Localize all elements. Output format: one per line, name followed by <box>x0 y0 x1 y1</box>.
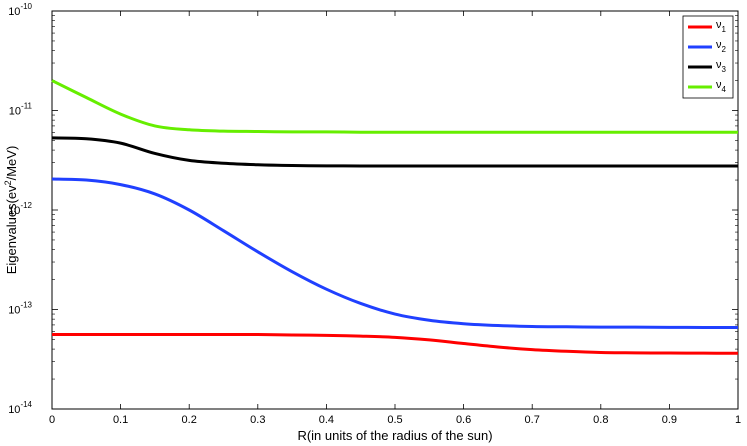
y-tick-label: 10-10 <box>8 2 32 18</box>
legend-subscript: 3 <box>722 65 727 74</box>
y-tick-base: 10 <box>8 6 20 18</box>
x-tick-label: 0.1 <box>113 414 128 426</box>
x-tick-label: 0.7 <box>525 414 540 426</box>
legend-symbol: ν <box>716 79 722 91</box>
x-tick-label: 0.3 <box>250 414 265 426</box>
legend-symbol: ν <box>716 59 722 71</box>
y-tick-label: 10-12 <box>8 201 32 217</box>
x-tick-label: 0 <box>49 414 55 426</box>
y-tick-label: 10-14 <box>8 400 32 416</box>
y-tick-base: 10 <box>8 305 20 317</box>
y-axis-title-sup: 2 <box>3 180 13 185</box>
x-tick-labels: 0 0.1 0.2 0.3 0.4 0.5 0.6 0.7 0.8 0.9 1 <box>49 414 741 426</box>
legend-label-nu1: ν1 <box>716 19 727 34</box>
legend-box <box>682 15 734 99</box>
legend-symbol: ν <box>716 19 722 31</box>
legend-label-nu2: ν2 <box>716 39 727 54</box>
x-tick-label: 0.5 <box>387 414 402 426</box>
legend-subscript: 2 <box>722 45 727 54</box>
legend-subscript: 4 <box>722 85 727 94</box>
y-tick-label: 10-11 <box>9 102 33 118</box>
x-tick-label: 0.4 <box>319 414 334 426</box>
y-tick-exponent: -10 <box>20 2 32 11</box>
y-axis-title-main: Eigenvalues(ev <box>4 185 19 274</box>
legend-label-nu3: ν3 <box>716 59 727 74</box>
y-axis-title-tail: /MeV) <box>4 146 19 181</box>
series-layer <box>51 79 739 355</box>
y-tick-exponent: -11 <box>21 102 33 111</box>
y-tick-exponent: -13 <box>20 301 32 310</box>
x-tick-label: 0.2 <box>182 414 197 426</box>
series-line-nu2 <box>51 177 739 329</box>
y-axis-title: Eigenvalues(ev2/MeV) <box>3 146 19 275</box>
y-tick-base: 10 <box>8 205 20 217</box>
x-tick-label: 0.9 <box>662 414 677 426</box>
series-line-nu4 <box>51 79 738 134</box>
x-tick-label: 1 <box>735 414 741 426</box>
y-tick-base: 10 <box>9 106 21 118</box>
series-line-nu3 <box>51 136 738 168</box>
y-tick-base: 10 <box>8 404 20 416</box>
x-tick-label: 0.6 <box>456 414 471 426</box>
series-line-nu1 <box>51 333 739 355</box>
x-axis-title: R(in units of the radius of the sun) <box>297 428 492 443</box>
legend-subscript: 1 <box>722 25 727 34</box>
y-tick-label: 10-13 <box>8 301 32 317</box>
y-tick-exponent: -14 <box>20 400 32 409</box>
legend-label-nu4: ν4 <box>716 79 727 94</box>
y-tick-exponent: -12 <box>20 201 32 210</box>
x-tick-label: 0.8 <box>593 414 608 426</box>
legend-symbol: ν <box>716 39 722 51</box>
plot-area <box>51 10 739 410</box>
